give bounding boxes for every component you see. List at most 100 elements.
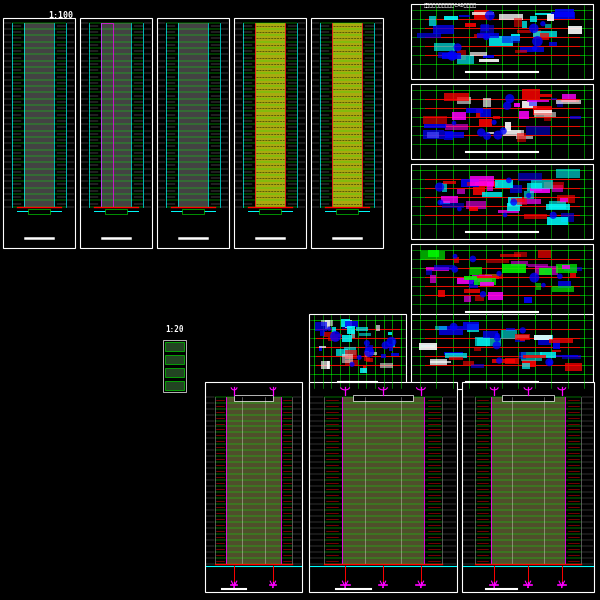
- Bar: [423, 116, 447, 124]
- Circle shape: [550, 212, 557, 219]
- Bar: [101, 23, 131, 206]
- Bar: [556, 169, 580, 178]
- Bar: [487, 131, 494, 134]
- Bar: [552, 185, 563, 193]
- Bar: [443, 181, 457, 184]
- Bar: [341, 397, 424, 563]
- Circle shape: [532, 36, 542, 47]
- Bar: [562, 355, 581, 359]
- Bar: [480, 109, 491, 117]
- Bar: [533, 30, 541, 38]
- Bar: [440, 201, 449, 203]
- Bar: [365, 346, 373, 352]
- Bar: [234, 18, 306, 248]
- Circle shape: [364, 347, 374, 357]
- Circle shape: [349, 362, 355, 367]
- Bar: [535, 13, 551, 15]
- Circle shape: [437, 200, 443, 205]
- Bar: [461, 179, 479, 187]
- Bar: [479, 182, 498, 186]
- Bar: [530, 188, 550, 193]
- Bar: [341, 319, 350, 327]
- Bar: [344, 347, 356, 355]
- Bar: [316, 322, 327, 331]
- Bar: [482, 98, 491, 107]
- Bar: [326, 361, 329, 369]
- Bar: [540, 352, 556, 358]
- Circle shape: [503, 212, 508, 217]
- Bar: [502, 35, 520, 43]
- Circle shape: [545, 358, 553, 366]
- Bar: [553, 340, 560, 349]
- Bar: [433, 25, 454, 34]
- Bar: [476, 108, 481, 117]
- Bar: [419, 343, 437, 350]
- Bar: [550, 339, 573, 343]
- Bar: [474, 348, 481, 352]
- Bar: [438, 290, 445, 297]
- Bar: [320, 331, 325, 337]
- Bar: [363, 366, 365, 373]
- Bar: [541, 94, 551, 97]
- Bar: [555, 10, 574, 17]
- Bar: [421, 345, 436, 347]
- Bar: [524, 214, 547, 220]
- Bar: [482, 55, 494, 58]
- Bar: [533, 335, 553, 340]
- Circle shape: [435, 182, 444, 191]
- Bar: [552, 350, 561, 352]
- Bar: [389, 344, 394, 351]
- Bar: [516, 136, 533, 139]
- Circle shape: [480, 291, 486, 298]
- Bar: [332, 327, 336, 332]
- Bar: [470, 266, 482, 275]
- Bar: [430, 359, 448, 365]
- Bar: [505, 358, 520, 364]
- Bar: [529, 100, 537, 106]
- Bar: [511, 261, 528, 266]
- Bar: [479, 119, 492, 126]
- Bar: [80, 18, 152, 248]
- Bar: [445, 132, 464, 138]
- Bar: [570, 273, 576, 278]
- Bar: [522, 363, 530, 369]
- Bar: [157, 18, 229, 248]
- Circle shape: [557, 274, 563, 279]
- Bar: [524, 191, 533, 199]
- Bar: [511, 34, 520, 41]
- Bar: [540, 34, 549, 40]
- Circle shape: [452, 254, 457, 259]
- Bar: [539, 268, 552, 275]
- Circle shape: [469, 256, 476, 262]
- Bar: [506, 328, 515, 331]
- Bar: [388, 332, 392, 335]
- Bar: [467, 182, 481, 186]
- Bar: [411, 4, 593, 79]
- Circle shape: [529, 23, 539, 33]
- Bar: [23, 23, 55, 206]
- Bar: [508, 197, 522, 206]
- Bar: [439, 326, 463, 335]
- Bar: [336, 209, 358, 214]
- Bar: [259, 209, 281, 214]
- Bar: [464, 23, 476, 26]
- Bar: [479, 274, 503, 279]
- Bar: [505, 122, 511, 131]
- Circle shape: [357, 355, 362, 360]
- Circle shape: [483, 34, 490, 40]
- Bar: [416, 33, 441, 38]
- Bar: [526, 126, 550, 135]
- Bar: [515, 339, 524, 343]
- Circle shape: [532, 46, 537, 51]
- Bar: [458, 15, 470, 17]
- Bar: [538, 250, 551, 258]
- Bar: [483, 331, 499, 338]
- Circle shape: [495, 333, 500, 338]
- Bar: [562, 265, 569, 269]
- Bar: [533, 106, 552, 115]
- Bar: [105, 209, 127, 214]
- Bar: [547, 217, 568, 225]
- Bar: [499, 210, 520, 213]
- Bar: [365, 351, 370, 357]
- Bar: [475, 337, 490, 346]
